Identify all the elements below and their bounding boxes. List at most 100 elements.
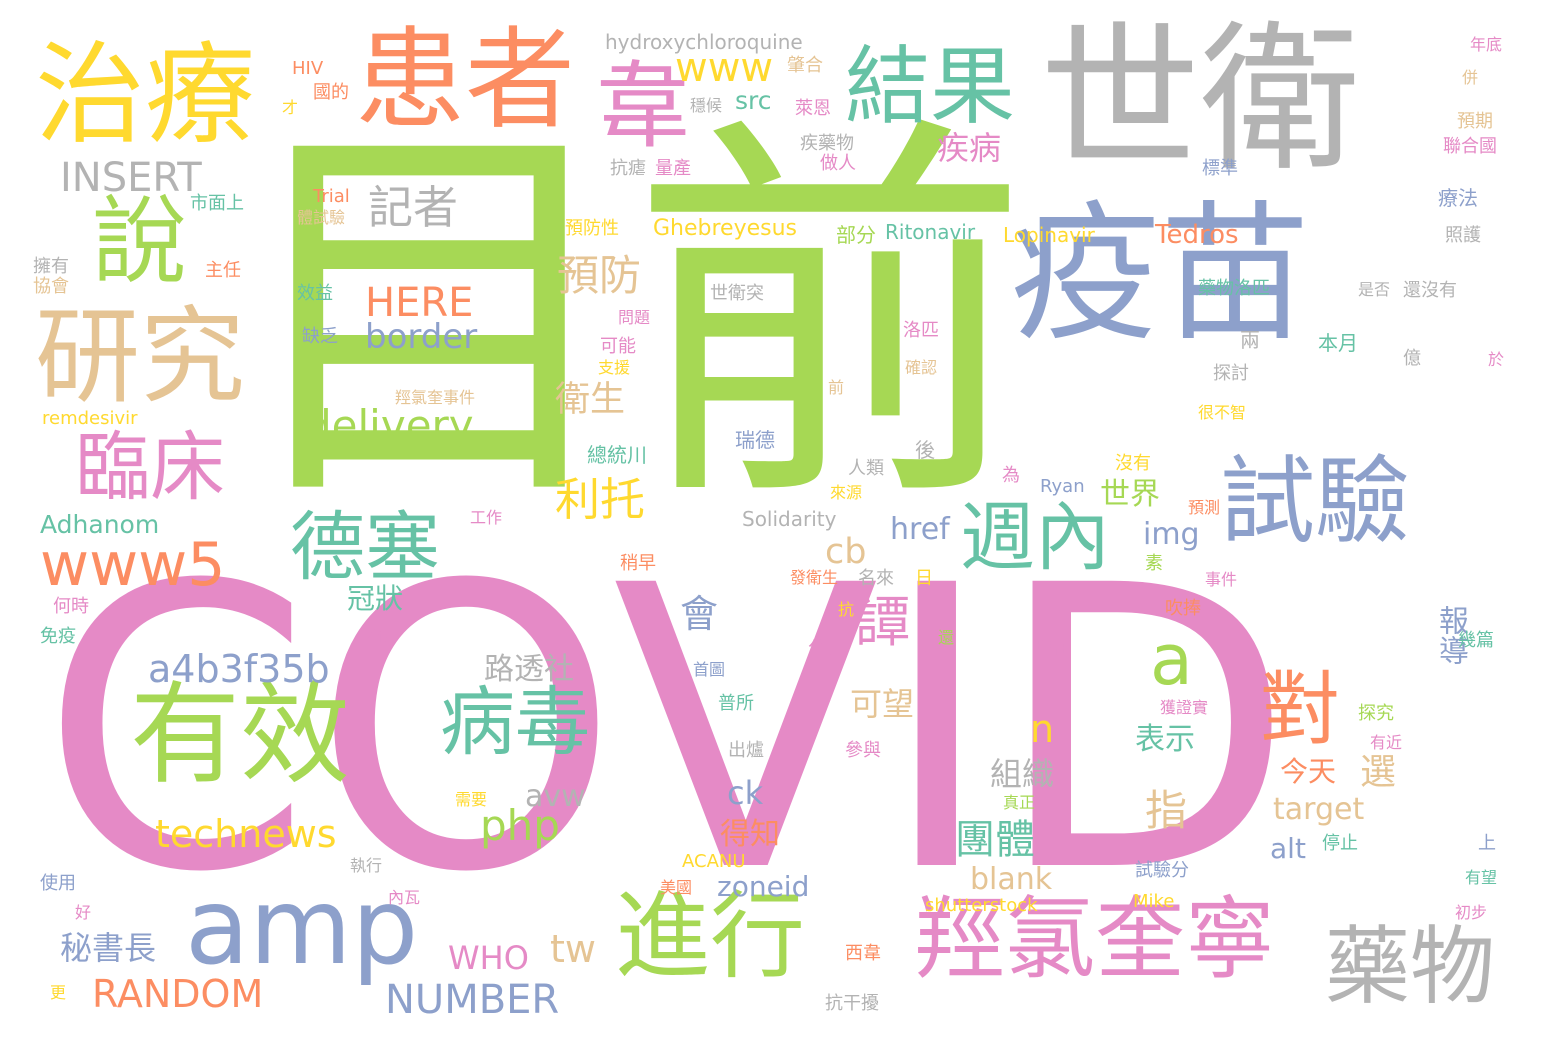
word-href: href — [890, 512, 950, 547]
word-www5: www5 — [40, 530, 226, 600]
word-cjk-153: 需要 — [455, 790, 488, 809]
word-alt: alt — [1270, 832, 1306, 865]
word-cjk-160: 好 — [75, 903, 92, 922]
word-number: NUMBER — [385, 977, 560, 1023]
word-insert: INSERT — [60, 155, 202, 201]
word-here: HERE — [365, 280, 474, 326]
word-n: n — [1030, 707, 1055, 751]
word-ritonavir: Ritonavir — [885, 220, 976, 244]
word-cjk-15: 藥物 — [1325, 918, 1496, 1017]
word-cjk-82: 國的 — [313, 82, 349, 103]
word-cjk-97: 預防性 — [565, 218, 619, 239]
word-cjk-6: 研究 — [35, 296, 246, 418]
word-covid: COVID — [40, 503, 1295, 957]
word-cjk-121: 是否 — [1358, 280, 1391, 299]
word-cjk-14: 羥氯奎寧 — [915, 887, 1275, 992]
word-cjk-7: 說 — [92, 187, 188, 297]
word-cjk-147: 普所 — [718, 693, 754, 714]
word-avw: avw — [525, 779, 586, 814]
word-cjk-157: 有望 — [1465, 868, 1498, 887]
word-cjk-146: 首圖 — [693, 660, 726, 679]
word-cjk-96: 缺乏 — [302, 326, 338, 347]
word-cjk-56: 組織 — [990, 755, 1055, 793]
word-cjk-127: 於 — [1488, 350, 1505, 369]
word-cjk-134: 免疫 — [40, 626, 76, 647]
word-random: RANDOM — [92, 972, 264, 1016]
word-cjk-128: 很不智 — [1198, 403, 1247, 422]
word-tedros: Tedros — [1155, 220, 1239, 250]
word-cjk-85: 萊恩 — [795, 98, 831, 119]
word-cjk-19: 週內 — [960, 493, 1111, 581]
word-cjk-91: 體試驗 — [297, 208, 346, 227]
word-cjk-136: 稍早 — [620, 553, 656, 574]
word-cjk-106: 瑞德 — [735, 428, 775, 452]
word-cjk-118: 療法 — [1438, 186, 1478, 210]
word-cjk-9: 結果 — [845, 38, 1016, 137]
word-cjk-92: 主任 — [205, 260, 241, 281]
word-cjk-148: 獲證實 — [1160, 698, 1209, 717]
word-delivery: delivery — [305, 401, 474, 450]
word-cjk-57: 表示 — [1135, 722, 1195, 757]
word-cjk-103: 洛匹 — [903, 320, 939, 341]
word-cjk-126: 億 — [1403, 348, 1421, 369]
word-cjk-112: 工作 — [470, 508, 503, 527]
word-cjk-108: 人類 — [848, 458, 884, 479]
word-cjk-89: 量產 — [655, 158, 691, 179]
word-cjk-18: 臨床 — [75, 423, 226, 511]
word-cjk-3: 疫苗 — [1010, 188, 1311, 362]
word-php: php — [480, 801, 560, 850]
word-border: border — [365, 317, 478, 357]
word-cjk-13: 進行 — [615, 882, 806, 992]
word-cjk-10: 試驗 — [1220, 447, 1411, 557]
word-cjk-83: 肇合 — [787, 55, 823, 76]
word-cjk-43: 會 — [680, 592, 719, 636]
word-cjk-113: 年底 — [1470, 35, 1503, 54]
word-cjk-99: 問題 — [618, 308, 651, 327]
word-cjk-133: 何時 — [53, 596, 89, 617]
word-ghebreyesus: Ghebreyesus — [653, 216, 798, 241]
word-remdesivir: remdesivir — [42, 408, 138, 429]
word-cjk-17: 德塞 — [290, 503, 441, 591]
word-cjk-125: 探討 — [1213, 363, 1249, 384]
word-cjk-109: 後 — [915, 438, 935, 462]
word-cjk-5: 治療 — [35, 31, 255, 159]
word-cjk-155: 停止 — [1322, 833, 1358, 854]
word-cjk-95: 效益 — [297, 283, 333, 304]
word-cjk-131: 素 — [1145, 553, 1163, 574]
word-cjk-149: 探究 — [1358, 703, 1394, 724]
word-cjk-143: 吹捧 — [1165, 598, 1201, 619]
word-cjk-120: 藥物洛匹 — [1198, 278, 1270, 299]
word-cjk-105: 前 — [828, 378, 845, 397]
word-cjk-145: 幾篇 — [1458, 630, 1494, 651]
word-cjk-34: 譚 — [855, 590, 911, 654]
word-cjk-144: 現在 — [1035, 638, 1071, 659]
word-img: img — [1143, 517, 1200, 552]
word-cjk-132: 事件 — [1205, 570, 1238, 589]
word-cjk-162: 美國 — [660, 878, 693, 897]
word-cjk-46: 冠狀 — [347, 582, 404, 615]
word-cjk-117: 標準 — [1202, 158, 1238, 179]
word-cjk-88: 抗瘧 — [610, 158, 646, 179]
word-cjk-37: 衛生 — [555, 380, 626, 420]
word-target: target — [1273, 792, 1365, 827]
word-cjk-122: 還沒有 — [1403, 280, 1457, 301]
word-cjk-90: 市面上 — [190, 193, 244, 214]
word-cjk-166: 西韋 — [845, 943, 881, 964]
word-cjk-39: 疾病 — [937, 129, 1002, 167]
word-cjk-167: 抗干擾 — [825, 993, 879, 1014]
word-cjk-135: 多伕 — [362, 626, 395, 645]
word-cjk-0: 目前 — [230, 87, 1030, 552]
word-cjk-73: 部分 — [836, 223, 876, 247]
word-cjk-152: 參與 — [845, 740, 881, 761]
word-cjk-115: 預期 — [1457, 111, 1493, 132]
word-cjk-47: 秘書長 — [60, 929, 157, 967]
word-cjk-68: 報導 — [1433, 605, 1468, 665]
word-cjk-137: 發衛生 — [790, 568, 839, 587]
word-trial: Trial — [313, 186, 350, 207]
word-www: www — [675, 45, 774, 91]
word-shutterstock: shutterstock — [925, 895, 1038, 916]
word-cjk-114: 併 — [1462, 68, 1479, 87]
word-cjk-20: 病毒 — [440, 678, 591, 766]
word-cjk-164: 初步 — [1455, 903, 1488, 922]
